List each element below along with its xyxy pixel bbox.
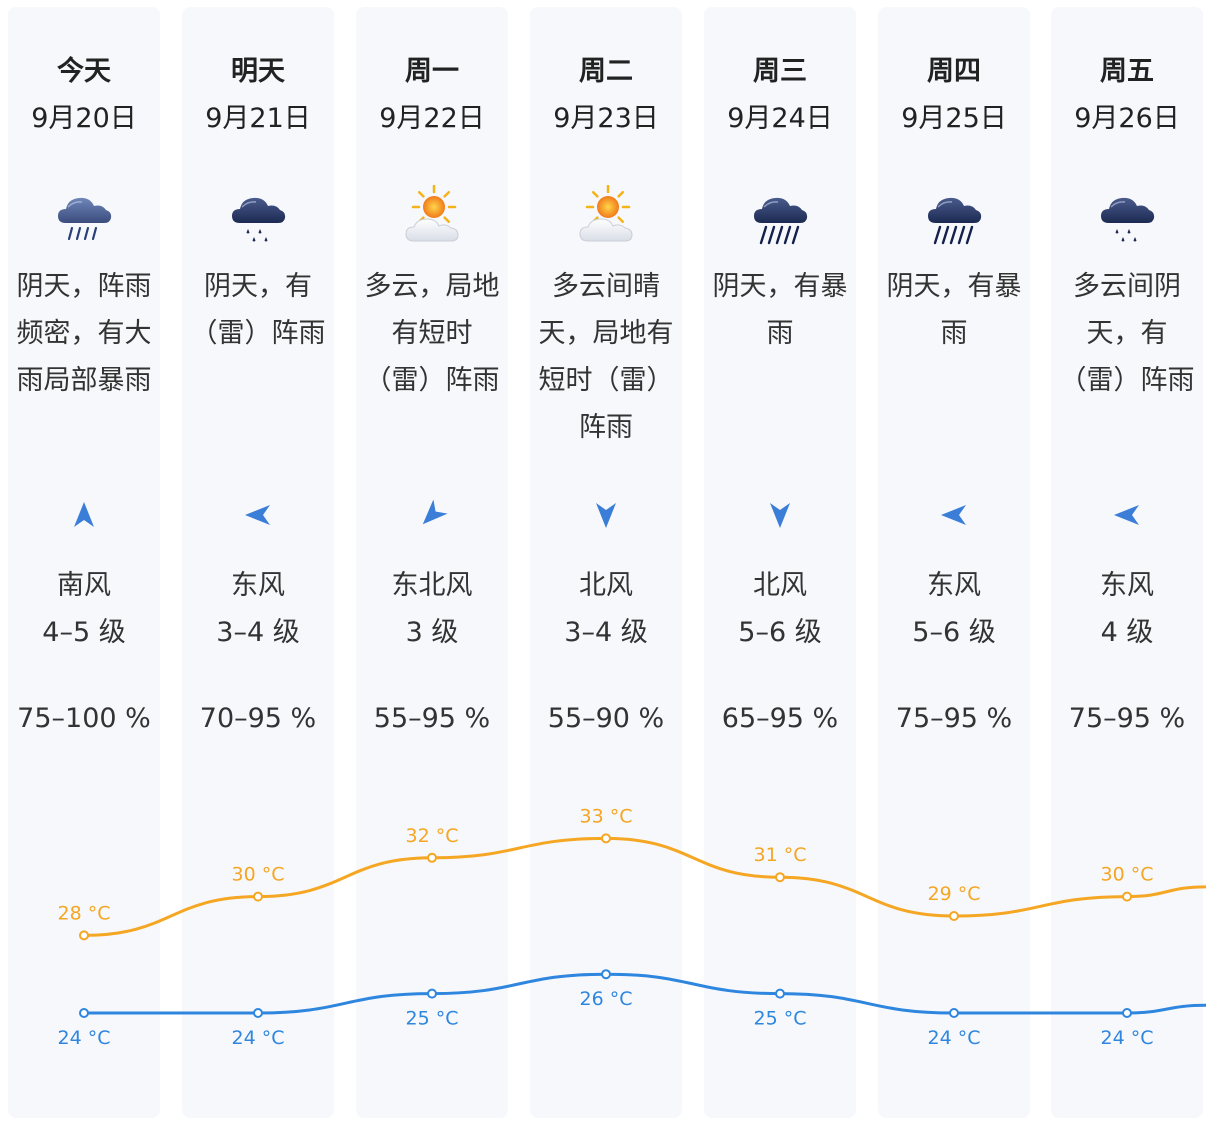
wind-direction: 北风 <box>753 570 807 601</box>
rain-icon <box>1101 197 1155 242</box>
day-name: 周一 <box>405 56 459 87</box>
arrow-down-left-icon <box>422 499 448 525</box>
storm-rain-icon <box>928 197 982 245</box>
humidity: 75–100 % <box>17 703 151 734</box>
arrow-up-icon <box>74 502 94 527</box>
day-name: 周二 <box>579 56 633 87</box>
day-name: 周五 <box>1100 56 1154 87</box>
humidity: 70–95 % <box>199 703 317 734</box>
wind-level: 3 级 <box>405 617 459 648</box>
wind-level: 5–6 级 <box>912 617 996 648</box>
wind-level: 4–5 级 <box>42 617 126 648</box>
humidity: 55–95 % <box>373 703 491 734</box>
wind-level: 3–4 级 <box>216 617 300 648</box>
wind-direction: 东风 <box>1100 570 1154 601</box>
day-date: 9月26日 <box>1074 103 1180 134</box>
weather-description: 阴天，有暴雨 <box>886 271 1022 349</box>
day-column: 周二 9月23日 多云间晴天，局地有短时（雷）阵雨 北风 3–4 级 55–90… <box>530 7 682 1118</box>
day-column: 周一 9月22日 多云，局地有短时（雷）阵雨 东北风 3 级 55–95 % <box>356 7 508 1118</box>
day-column: 今天 9月20日 阴天，阵雨频密，有大雨局部暴雨 南风 4–5 级 75–100… <box>8 7 160 1118</box>
day-column: 明天 9月21日 阴天，有（雷）阵雨 东风 3–4 级 70–95 % <box>182 7 334 1118</box>
humidity: 65–95 % <box>721 703 839 734</box>
weather-description: 阴天，有（雷）阵雨 <box>190 271 326 349</box>
wind-level: 5–6 级 <box>738 617 822 648</box>
day-name: 明天 <box>231 56 285 87</box>
day-name: 周三 <box>753 56 807 87</box>
wind-direction: 东北风 <box>391 570 473 601</box>
day-date: 9月20日 <box>31 103 137 134</box>
wind-level: 4 级 <box>1100 617 1154 648</box>
wind-direction: 东风 <box>927 570 981 601</box>
day-name: 今天 <box>57 56 111 87</box>
wind-direction: 北风 <box>579 570 633 601</box>
day-name: 周四 <box>927 56 981 87</box>
wind-direction: 东风 <box>231 570 285 601</box>
day-date: 9月25日 <box>901 103 1007 134</box>
arrow-down-icon <box>770 503 790 528</box>
humidity: 55–90 % <box>547 703 665 734</box>
weather-description: 阴天，阵雨频密，有大雨局部暴雨 <box>16 271 152 396</box>
heavy-rain-icon <box>58 197 112 241</box>
day-date: 9月21日 <box>205 103 311 134</box>
storm-rain-icon <box>754 197 808 245</box>
day-date: 9月24日 <box>727 103 833 134</box>
partly-cloudy-icon <box>579 185 633 242</box>
day-column: 周五 9月26日 多云间阴天，有（雷）阵雨 东风 4 级 75–95 % <box>1051 7 1203 1118</box>
day-date: 9月23日 <box>553 103 659 134</box>
day-date: 9月22日 <box>379 103 485 134</box>
weather-description: 多云间阴天，有（雷）阵雨 <box>1059 271 1195 396</box>
rain-icon <box>232 197 286 242</box>
humidity: 75–95 % <box>1068 703 1186 734</box>
arrow-down-icon <box>596 503 616 528</box>
weather-description: 多云，局地有短时（雷）阵雨 <box>364 271 500 396</box>
arrow-left-icon <box>245 505 270 525</box>
day-column: 周四 9月25日 阴天，有暴雨 东风 5–6 级 75–95 % <box>878 7 1030 1118</box>
humidity: 75–95 % <box>895 703 1013 734</box>
partly-cloudy-icon <box>405 185 459 242</box>
arrow-left-icon <box>1114 505 1139 525</box>
wind-level: 3–4 级 <box>564 617 648 648</box>
arrow-left-icon <box>941 505 966 525</box>
weather-description: 多云间晴天，局地有短时（雷）阵雨 <box>538 271 674 443</box>
weather-description: 阴天，有暴雨 <box>712 271 848 349</box>
wind-direction: 南风 <box>57 570 111 601</box>
day-column: 周三 9月24日 阴天，有暴雨 北风 5–6 级 65–95 % <box>704 7 856 1118</box>
